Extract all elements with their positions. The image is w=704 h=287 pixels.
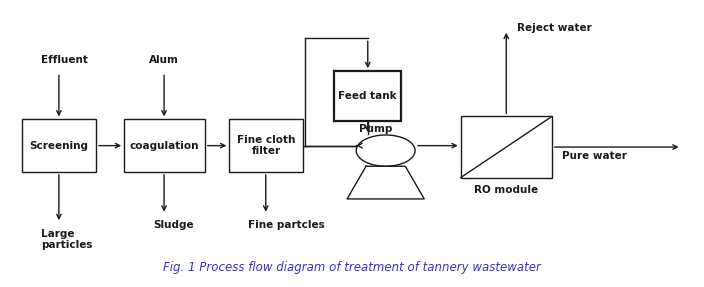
Text: RO module: RO module (474, 185, 539, 195)
Bar (460, 117, 552, 178)
Text: Fine cloth
filter: Fine cloth filter (237, 135, 295, 156)
Text: Fine partcles: Fine partcles (249, 220, 325, 230)
Text: Large
particles: Large particles (42, 229, 93, 250)
Text: Pump: Pump (359, 123, 392, 133)
Text: Feed tank: Feed tank (339, 91, 397, 101)
Text: Alum: Alum (149, 55, 179, 65)
Text: Reject water: Reject water (517, 23, 591, 33)
Ellipse shape (356, 135, 415, 166)
Bar (23, 119, 96, 172)
Text: coagulation: coagulation (130, 141, 199, 151)
Bar (334, 71, 401, 121)
Text: Screening: Screening (30, 141, 89, 151)
Bar (124, 119, 205, 172)
Text: Effluent: Effluent (41, 55, 87, 65)
Text: Fig. 1 Process flow diagram of treatment of tannery wastewater: Fig. 1 Process flow diagram of treatment… (163, 261, 541, 274)
Text: Pure water: Pure water (562, 151, 627, 161)
Text: Sludge: Sludge (153, 220, 194, 230)
Bar (230, 119, 303, 172)
